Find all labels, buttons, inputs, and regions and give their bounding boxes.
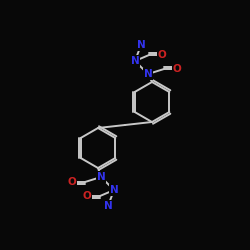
Text: N: N	[130, 56, 140, 66]
Text: N: N	[96, 172, 106, 182]
Text: O: O	[82, 191, 92, 201]
Text: N: N	[104, 201, 112, 211]
Text: N: N	[110, 185, 118, 195]
Text: N: N	[144, 69, 152, 79]
Text: N: N	[136, 40, 145, 50]
Text: O: O	[68, 177, 76, 187]
Text: O: O	[172, 64, 182, 74]
Text: O: O	[158, 50, 166, 60]
